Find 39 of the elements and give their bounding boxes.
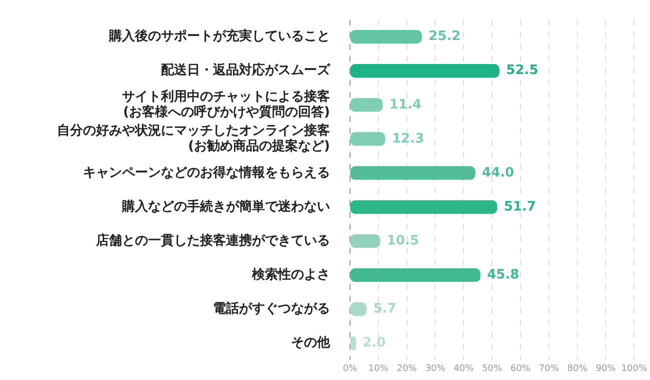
y-tick-label: 配送日・返品対応がスムーズ <box>161 62 331 78</box>
data-label: 52.5 <box>506 63 538 78</box>
x-tick-label: 80% <box>567 364 588 374</box>
x-tick-label: 10% <box>368 364 389 374</box>
y-tick-label: 検索性のよさ <box>251 266 330 282</box>
y-tick-label: 購入後のサポートが充実していること <box>108 28 330 44</box>
bar <box>350 200 498 214</box>
x-tick-label: 50% <box>482 364 503 374</box>
x-tick-label: 60% <box>510 364 531 374</box>
bar <box>350 64 500 78</box>
data-label: 10.5 <box>386 233 419 248</box>
data-label: 12.3 <box>392 131 424 146</box>
bar <box>350 98 383 112</box>
y-tick-label: 購入などの手続きが簡単で迷わない <box>121 198 330 214</box>
bar <box>350 166 476 180</box>
y-tick-label: 自分の好みや状況にマッチしたオンライン接客 (お勧め商品の提案など) <box>57 122 330 154</box>
y-tick-label: 電話がすぐつながる <box>213 300 330 317</box>
data-label: 25.2 <box>428 29 461 44</box>
bar <box>350 268 480 282</box>
x-tick-label: 40% <box>454 364 474 374</box>
y-tick-label: キャンペーンなどのお得な情報をもらえる <box>83 165 330 180</box>
x-tick-label: 70% <box>538 364 560 374</box>
bar <box>350 234 380 248</box>
y-tick-label: サイト利用中のチャットによる接客 (お客様への呼びかけや質問の回答) <box>122 88 330 120</box>
y-tick-label: 店舗との一貫した接客連携ができている <box>95 232 330 248</box>
x-tick-label: 100% <box>621 364 648 374</box>
x-tick-label: 30% <box>425 364 446 374</box>
data-label: 51.7 <box>504 199 536 214</box>
x-tick-label: 20% <box>396 364 418 374</box>
data-label: 11.4 <box>389 97 422 112</box>
bar <box>350 30 422 44</box>
data-label: 5.7 <box>373 302 396 317</box>
y-tick-label: その他 <box>291 336 331 351</box>
data-label: 44.0 <box>482 165 514 180</box>
data-label: 2.0 <box>362 336 386 351</box>
data-label: 45.8 <box>487 267 520 282</box>
x-tick-label: 0% <box>342 364 358 374</box>
bar <box>350 132 386 146</box>
x-tick-label: 90% <box>596 364 616 374</box>
